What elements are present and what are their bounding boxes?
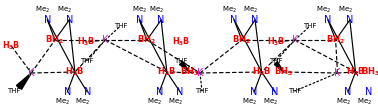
Text: N: N — [177, 87, 184, 97]
Text: Me$_2$: Me$_2$ — [132, 5, 147, 15]
Text: Me$_2$: Me$_2$ — [242, 97, 257, 107]
Text: $\mathbf{BH_3}$: $\mathbf{BH_3}$ — [361, 66, 378, 78]
Text: N: N — [344, 87, 352, 97]
Text: N: N — [156, 87, 163, 97]
Text: N: N — [136, 15, 143, 25]
Text: K: K — [197, 68, 203, 78]
Text: N: N — [346, 15, 353, 25]
Text: Me$_2$: Me$_2$ — [57, 5, 72, 15]
Text: $\mathbf{BH_2}$: $\mathbf{BH_2}$ — [326, 34, 345, 46]
Text: $\mathbf{BH_2}$: $\mathbf{BH_2}$ — [45, 34, 65, 46]
Text: $\mathbf{H_2B}$: $\mathbf{H_2B}$ — [252, 66, 271, 78]
Text: Me$_2$: Me$_2$ — [75, 97, 90, 107]
Polygon shape — [17, 73, 31, 89]
Text: Me$_2$: Me$_2$ — [35, 5, 50, 15]
Text: $\mathbf{H_3B}$: $\mathbf{H_3B}$ — [172, 36, 190, 48]
Text: $\mathbf{H_2B}$: $\mathbf{H_2B}$ — [157, 66, 177, 78]
Text: N: N — [84, 87, 91, 97]
Text: K: K — [334, 68, 341, 78]
Text: $\mathbf{BH_2}$: $\mathbf{BH_2}$ — [232, 34, 251, 46]
Text: THF: THF — [303, 23, 317, 29]
Text: THF: THF — [8, 88, 21, 94]
Text: N: N — [324, 15, 332, 25]
Text: N: N — [271, 87, 279, 97]
Text: N: N — [65, 15, 73, 25]
Text: N: N — [231, 15, 238, 25]
Text: K: K — [292, 35, 298, 45]
Text: THF: THF — [195, 88, 209, 94]
Text: Me$_2$: Me$_2$ — [338, 5, 353, 15]
Text: N: N — [250, 87, 258, 97]
Text: $\mathbf{H_2B}$: $\mathbf{H_2B}$ — [346, 66, 365, 78]
Text: THF: THF — [288, 88, 302, 94]
Text: THF: THF — [81, 58, 94, 64]
Text: $\mathbf{BH_3}$: $\mathbf{BH_3}$ — [180, 66, 199, 78]
Text: N: N — [44, 15, 51, 25]
Text: $\mathbf{H_3B}$: $\mathbf{H_3B}$ — [266, 36, 285, 48]
Text: Me$_2$: Me$_2$ — [149, 5, 164, 15]
Text: N: N — [64, 87, 71, 97]
Polygon shape — [180, 61, 190, 72]
Text: $\mathbf{H_2B}$: $\mathbf{H_2B}$ — [65, 66, 85, 78]
Text: Me$_2$: Me$_2$ — [336, 97, 351, 107]
Text: N: N — [251, 15, 259, 25]
Text: N: N — [158, 15, 165, 25]
Text: Me$_2$: Me$_2$ — [356, 97, 372, 107]
Text: K: K — [102, 35, 108, 45]
Text: $\mathbf{BH_2}$: $\mathbf{BH_2}$ — [138, 34, 156, 46]
Text: $\mathbf{H_3B}$: $\mathbf{H_3B}$ — [2, 40, 20, 52]
Text: Me$_2$: Me$_2$ — [243, 5, 258, 15]
Text: K: K — [28, 68, 34, 78]
Text: $\mathbf{H_3B}$: $\mathbf{H_3B}$ — [77, 36, 96, 48]
Text: Me$_2$: Me$_2$ — [55, 97, 70, 107]
Text: THF: THF — [269, 58, 283, 64]
Text: Me$_2$: Me$_2$ — [168, 97, 183, 107]
Text: Me$_2$: Me$_2$ — [222, 5, 237, 15]
Text: THF: THF — [174, 58, 188, 64]
Text: THF: THF — [114, 23, 127, 29]
Polygon shape — [18, 73, 31, 89]
Text: Me$_2$: Me$_2$ — [147, 97, 162, 107]
Text: Me$_2$: Me$_2$ — [316, 5, 331, 15]
Text: N: N — [365, 87, 372, 97]
Text: $\mathbf{BH_3}$: $\mathbf{BH_3}$ — [274, 66, 293, 78]
Text: Me$_2$: Me$_2$ — [263, 97, 278, 107]
Polygon shape — [274, 61, 284, 72]
